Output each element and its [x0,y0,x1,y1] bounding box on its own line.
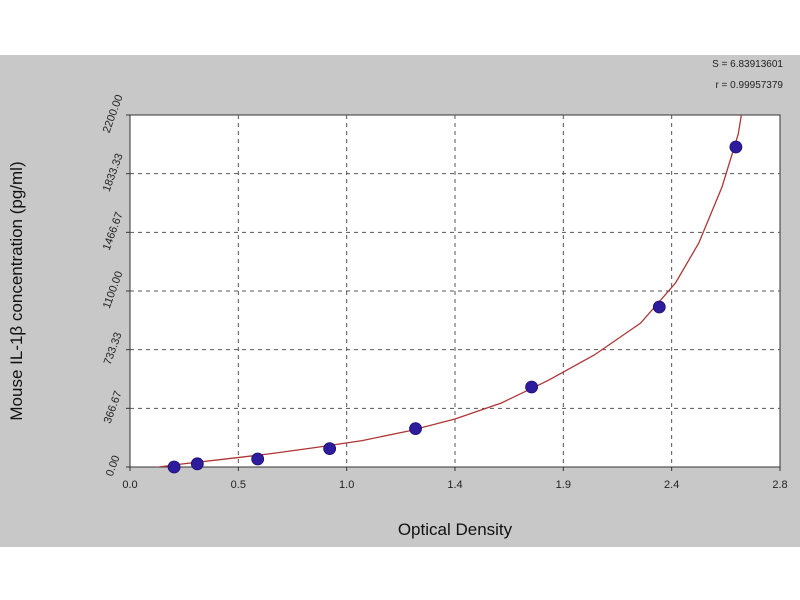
x-tick-label: 1.4 [447,479,462,491]
y-tick-label: 2200.00 [101,93,126,134]
data-point [652,300,666,314]
data-point [525,380,539,394]
y-tick-label: 0.00 [104,454,123,478]
x-tick-label: 2.4 [664,479,679,491]
fit-stat-r: r = 0.99957379 [715,80,783,91]
x-tick-label: 1.0 [339,479,354,491]
data-point [190,457,204,471]
data-point [409,422,422,436]
chart-svg: 0.0 0.5 1.0 1.4 1.9 2.4 2.8 0.00 366.67 733.33 11… [7,59,788,539]
data-point [167,460,181,474]
x-axis-ticks: 0.0 0.5 1.0 1.4 1.9 2.4 2.8 [122,467,788,491]
fit-stat-s: S = 6.83913601 [712,59,783,70]
chart-panel: 0.0 0.5 1.0 1.4 1.9 2.4 2.8 0.00 366.67 733.33 11… [0,55,800,547]
x-tick-label: 2.8 [772,479,787,491]
x-tick-label: 0.5 [231,479,246,491]
x-axis-title: Optical Density [398,520,513,539]
data-point [251,452,265,466]
data-point [323,442,337,456]
y-axis-title: Mouse IL-1β concentration (pg/ml) [7,161,26,420]
y-tick-label: 1833.33 [101,152,126,193]
y-tick-label: 366.67 [102,389,125,425]
y-tick-label: 1100.00 [101,270,126,311]
x-tick-label: 0.0 [122,479,137,491]
data-point [729,140,743,154]
y-tick-label: 1466.67 [101,211,126,252]
y-tick-label: 733.33 [102,331,125,367]
grid-lines [130,115,780,467]
x-tick-label: 1.9 [556,479,571,491]
data-points [167,140,743,474]
y-axis-ticks: 0.00 366.67 733.33 1100.00 1466.67 1833.33 220… [101,93,130,478]
